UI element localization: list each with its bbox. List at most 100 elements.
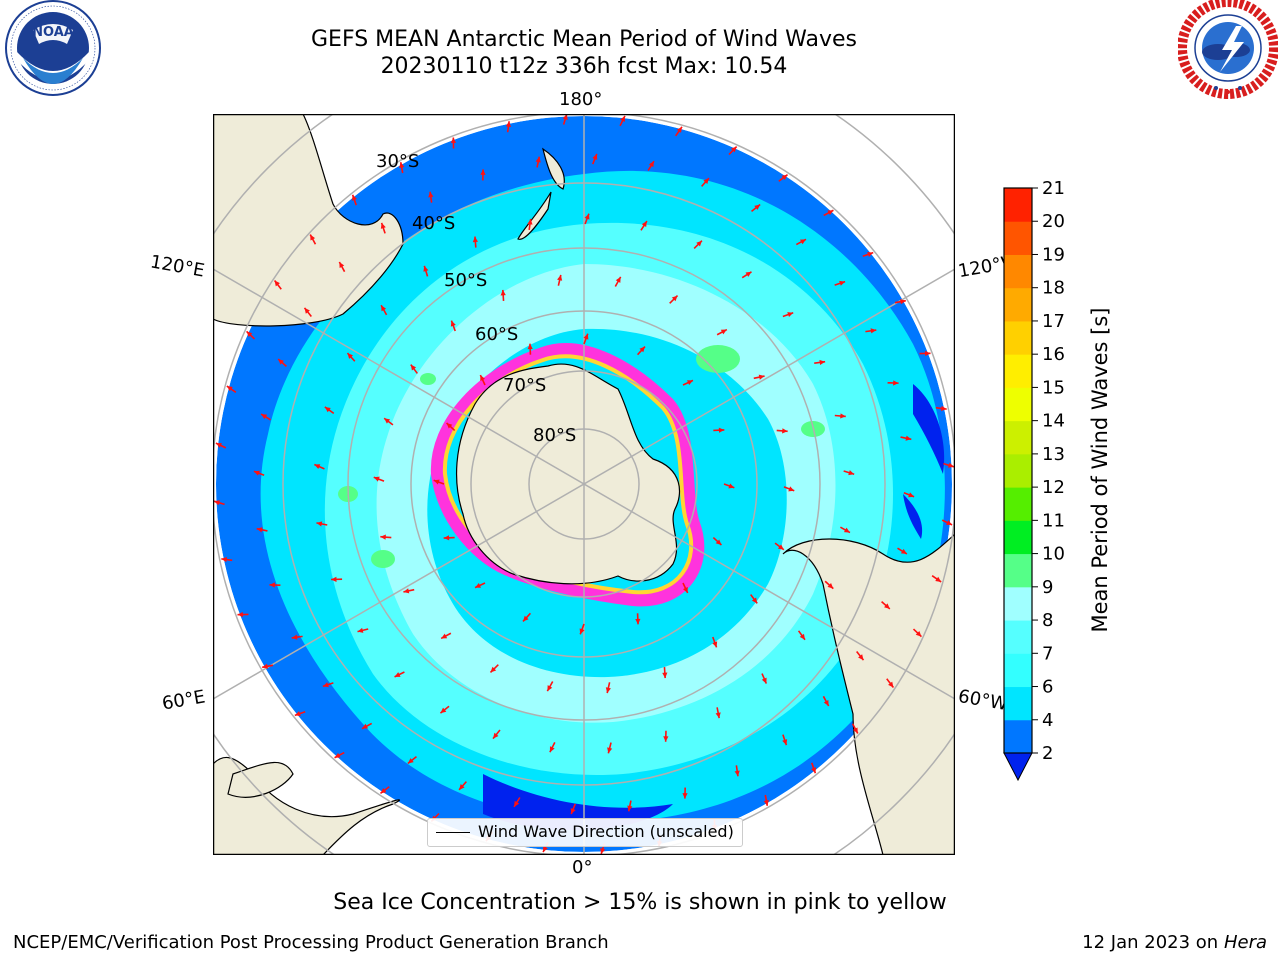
australia: [213, 114, 404, 327]
wave-direction-arrowhead: [443, 535, 450, 541]
wave-direction-arrowhead: [373, 476, 380, 482]
lat-label-40s: 40°S: [412, 213, 455, 234]
wave-direction-arrowhead: [324, 406, 331, 413]
wave-direction-arrowhead: [362, 723, 369, 729]
colorbar-segment: [1004, 387, 1032, 422]
wave-direction-arrowhead: [754, 204, 761, 210]
wave-direction-arrowhead: [584, 213, 590, 220]
wave-direction-arrowhead: [441, 633, 448, 639]
lon-label-60e: 60°E: [160, 686, 207, 715]
wave-direction-arrowhead: [758, 374, 765, 380]
chart-title-line1: GEFS MEAN Antarctic Mean Period of Wind …: [311, 27, 857, 52]
legend-line-swatch: [436, 832, 470, 833]
wave-direction-arrowhead: [274, 280, 280, 287]
lon-label-120e: 120°E: [148, 251, 207, 282]
new-zealand-north: [542, 147, 565, 190]
wave-direction-arrowhead: [579, 628, 585, 635]
wave-direction-arrowhead: [734, 770, 740, 777]
wave-direction-arrowhead: [682, 793, 688, 799]
wave-direction-arrowhead: [226, 386, 233, 392]
colorbar-segment: [1004, 620, 1032, 654]
wave-direction-arrowhead: [527, 218, 533, 225]
wave-direction-arrowhead: [261, 414, 268, 420]
lat-label-70s: 70°S: [503, 375, 546, 396]
wave-direction-arrowhead: [787, 312, 794, 318]
wave-direction-arrowhead: [782, 739, 788, 746]
colorbar-segment: [1004, 686, 1032, 721]
colorbar-segment: [1004, 520, 1032, 555]
colorbar-segment: [1004, 719, 1032, 754]
wave-direction-arrowhead: [799, 239, 806, 245]
wave-direction-arrowhead: [450, 320, 456, 327]
wave-direction-arrowhead: [745, 271, 752, 277]
map-legend: Wind Wave Direction (unscaled): [427, 818, 743, 847]
wave-direction-arrowhead: [639, 346, 646, 353]
wave-direction-arrowhead: [676, 126, 682, 133]
wave-direction-arrowhead: [505, 121, 511, 127]
wave-direction-arrowhead: [527, 343, 533, 350]
colorbar-segment: [1004, 221, 1032, 255]
wave-direction-arrowhead: [715, 539, 722, 546]
colorbar-tick-label: 17: [1042, 311, 1065, 332]
wave-direction-arrowhead: [440, 707, 447, 714]
colorbar-tick-label: 19: [1042, 244, 1065, 265]
wave-direction-arrowhead: [450, 137, 457, 143]
wave-direction-arrowhead: [777, 544, 784, 550]
wave-direction-arrowhead: [351, 194, 357, 201]
wave-direction-arrowhead: [221, 557, 227, 563]
wave-direction-arrowhead: [256, 527, 263, 533]
footer-date: 12 Jan 2023 on Hera: [1082, 932, 1267, 953]
wave-direction-arrowhead: [322, 682, 329, 688]
wave-direction-arrowhead: [935, 576, 942, 582]
wave-direction-arrowhead: [870, 328, 877, 334]
wave-direction-arrowhead: [712, 641, 718, 648]
wave-direction-arrowhead: [615, 276, 621, 283]
wave-direction-arrowhead: [493, 732, 499, 739]
wave-direction-arrowhead: [682, 586, 688, 593]
lat-label-80s: 80°S: [533, 425, 576, 446]
wave-direction-arrowhead: [827, 210, 834, 216]
wave-direction-arrowhead: [214, 500, 220, 506]
polar-map: 30°S 40°S 50°S 60°S 70°S 80°S: [213, 114, 955, 855]
wave-direction-arrowhead: [839, 280, 846, 286]
wave-direction-arrowhead: [410, 364, 417, 371]
wave-direction-arrowhead: [459, 784, 465, 790]
wave-direction-arrowhead: [490, 666, 497, 673]
lat-label-30s: 30°S: [376, 151, 419, 172]
wave-direction-arrowhead: [641, 221, 647, 228]
wave-direction-arrowhead: [948, 462, 954, 468]
wave-direction-arrowhead: [428, 191, 434, 198]
colorbar-tick-label: 16: [1042, 344, 1065, 365]
wave-direction-arrowhead: [819, 359, 826, 366]
graticule: [213, 114, 955, 855]
wave-direction-arrowhead: [522, 615, 529, 622]
wave-direction-arrowhead: [407, 758, 414, 764]
wave-direction-arrowhead: [543, 846, 548, 853]
wave-direction-arrowhead: [852, 727, 858, 734]
wave-direction-arrowhead: [848, 470, 855, 476]
footer-machine: Hera: [1223, 932, 1267, 953]
colorbar-segment: [1004, 254, 1032, 289]
colorbar: 2 4 6 7 8 9 10 11 12 13 14 15 16 17 18 19 20 21 Mean Peri…: [1003, 180, 1112, 782]
wave-direction-arrowhead: [334, 752, 341, 758]
colorbar-segment: [1004, 487, 1032, 521]
wave-direction-arrowhead: [703, 178, 709, 184]
wave-direction-arrowhead: [262, 663, 268, 669]
lat-label-60s: 60°S: [475, 324, 518, 345]
colorbar-segment: [1004, 188, 1032, 222]
colorbar-tick-label: 14: [1042, 411, 1065, 432]
wave-direction-arrowhead: [433, 479, 440, 485]
wave-direction-arrowhead: [423, 265, 429, 272]
colorbar-tick-label: 21: [1042, 180, 1065, 199]
colorbar-segment: [1004, 320, 1032, 355]
wave-direction-arrowhead: [215, 443, 222, 448]
wave-direction-arrowhead: [535, 156, 541, 163]
wave-direction-arrowhead: [291, 634, 298, 640]
wave-direction-arrowhead: [867, 251, 874, 257]
footer-date-text: 12 Jan 2023 on: [1082, 932, 1224, 953]
sea-ice-caption: Sea Ice Concentration > 15% is shown in …: [333, 890, 947, 915]
wave-direction-arrowhead: [915, 631, 922, 637]
wave-direction-arrowhead: [583, 333, 589, 340]
wave-direction-arrowhead: [671, 295, 678, 302]
wave-direction-arrowhead: [946, 520, 953, 525]
